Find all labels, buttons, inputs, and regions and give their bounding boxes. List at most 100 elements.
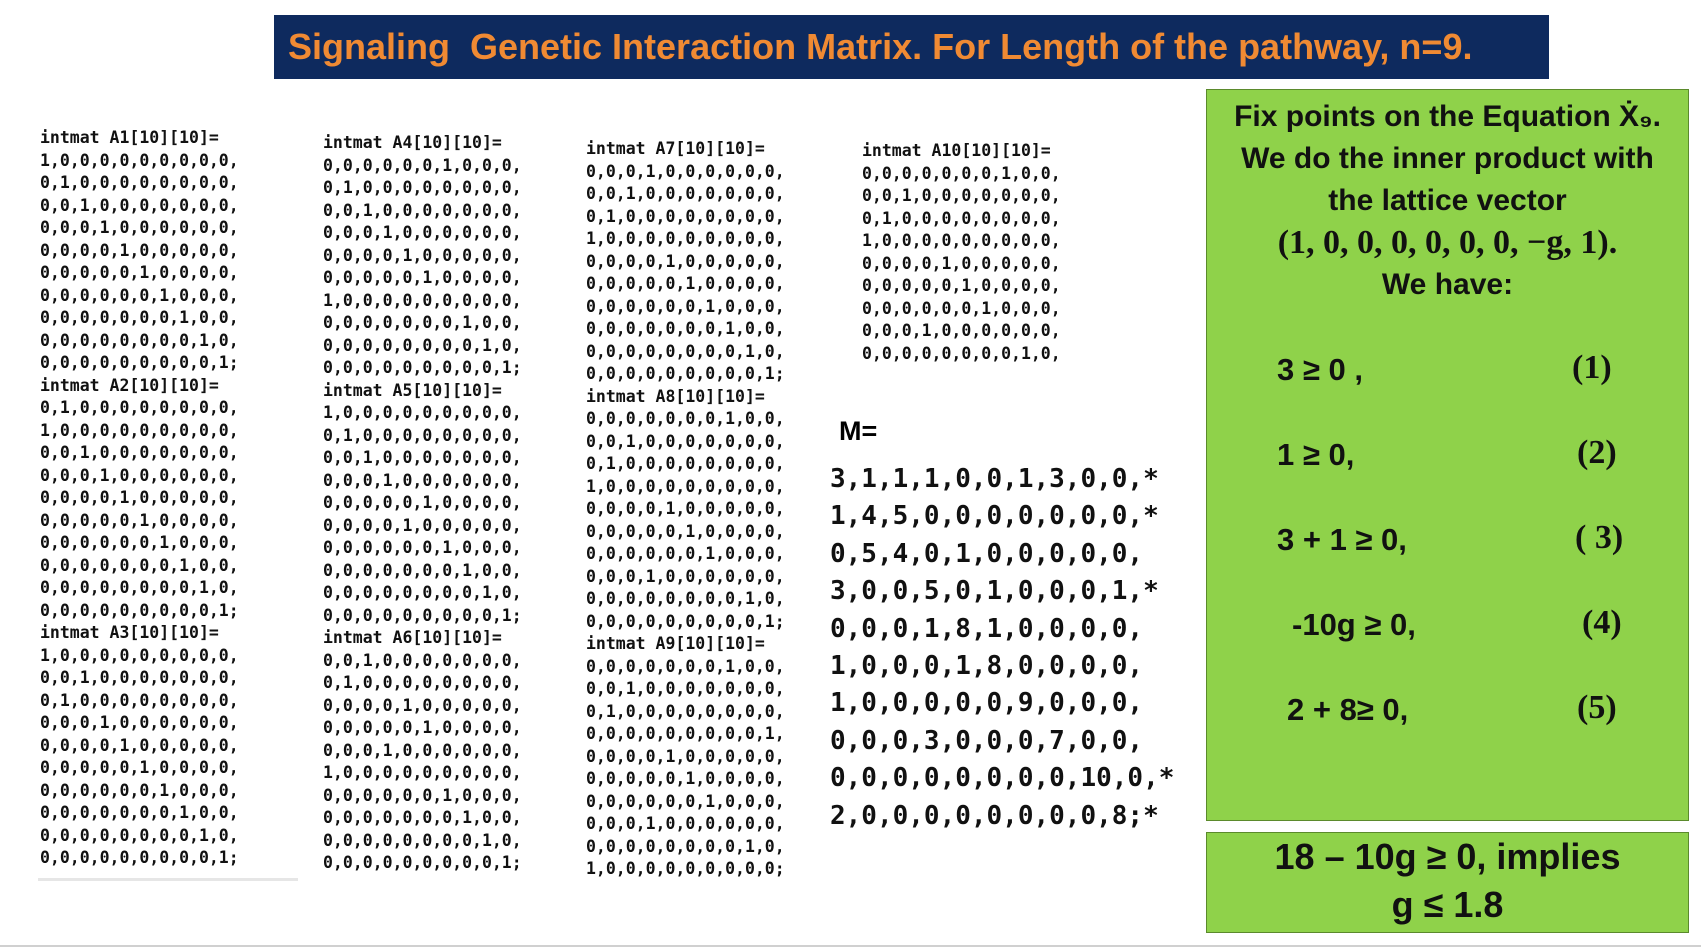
matrix-row: 0,0,0,0,0,0,0,1,0,0, <box>323 808 522 827</box>
matrix-row: 0,1,0,0,0,0,0,0,0,0, <box>323 425 522 445</box>
matrix-row: 0,0,0,0,0,0,1,0,0,0, <box>586 544 785 563</box>
matrix-column: intmat A4[10][10]= 0,0,0,0,0,0,1,0,0,0, 0,… <box>323 132 522 875</box>
m-row: 3,0,0,5,0,1,0,0,0,1,* <box>830 576 1159 607</box>
matrix-row: 0,0,0,0,0,0,0,1,0,0, <box>586 319 785 338</box>
matrix-row: 0,0,0,0,0,0,0,1,0,0, <box>323 560 522 580</box>
bottom-rule <box>0 945 1701 947</box>
matrix-header: intmat A7[10][10]= <box>586 139 765 158</box>
matrix-row: 0,0,0,0,0,0,0,0,1,0, <box>586 341 785 361</box>
matrix-row: 0,0,0,0,0,0,0,0,1,0, <box>862 343 1061 363</box>
matrix-row: 0,0,0,0,0,1,0,0,0,0, <box>323 718 522 737</box>
matrix-row: 0,0,0,1,0,0,0,0,0,0, <box>40 218 239 237</box>
matrix-row: 0,0,0,0,0,0,0,1,0,0, <box>40 308 239 327</box>
conclusion-line: g ≤ 1.8 <box>1391 884 1504 925</box>
matrix-row: 0,0,0,0,0,0,1,0,0,0, <box>323 538 522 557</box>
matrix-row: 0,0,1,0,0,0,0,0,0,0, <box>862 186 1061 205</box>
matrix-row: 0,0,0,0,0,0,0,1,0,0, <box>862 163 1061 183</box>
matrix-column: intmat A1[10][10]= 1,0,0,0,0,0,0,0,0,0, 0,… <box>40 127 239 870</box>
matrix-row: 0,0,0,0,0,0,0,1,0,0, <box>586 409 785 428</box>
matrix-row: 0,1,0,0,0,0,0,0,0,0, <box>40 398 239 417</box>
conclusion-box: 18 – 10g ≥ 0, implies g ≤ 1.8 <box>1206 832 1689 933</box>
matrix-row: 0,0,0,0,1,0,0,0,0,0, <box>323 695 522 715</box>
matrix-row: 0,0,0,0,1,0,0,0,0,0, <box>40 735 239 755</box>
matrix-row: 0,0,0,1,0,0,0,0,0,0, <box>862 321 1061 340</box>
matrix-row: 0,0,0,0,0,0,1,0,0,0, <box>40 780 239 800</box>
equation-number: (5) <box>1577 689 1617 726</box>
matrix-row: 0,0,0,0,0,0,0,0,0,1; <box>586 364 785 383</box>
matrix-row: 0,0,0,0,0,1,0,0,0,0, <box>40 510 239 530</box>
equation-number: (4) <box>1582 604 1622 641</box>
lattice-vector: (1, 0, 0, 0, 0, 0, 0, −g, 1). <box>1277 224 1618 261</box>
matrix-header: intmat A6[10][10]= <box>323 628 502 647</box>
m-row: 0,5,4,0,1,0,0,0,0,0, <box>830 538 1144 569</box>
matrix-row: 1,0,0,0,0,0,0,0,0,0, <box>323 290 522 310</box>
matrix-row: 0,0,0,0,0,0,0,0,0,1; <box>323 853 522 872</box>
matrix-row: 0,0,0,0,0,0,0,0,0,1; <box>40 600 239 620</box>
equation: 3 ≥ 0 , <box>1277 352 1363 387</box>
m-row: 1,4,5,0,0,0,0,0,0,0,* <box>830 501 1159 532</box>
matrix-row: 0,0,0,0,0,0,0,1,0,0, <box>586 656 785 676</box>
conclusion-line: 18 – 10g ≥ 0, implies <box>1274 836 1621 877</box>
matrix-row: 0,0,0,0,0,1,0,0,0,0, <box>586 521 785 541</box>
matrix-row: 0,0,0,1,0,0,0,0,0,0, <box>586 566 785 586</box>
matrix-header: intmat A2[10][10]= <box>40 375 219 395</box>
matrix-row: 0,0,1,0,0,0,0,0,0,0, <box>323 200 522 220</box>
matrix-row: 0,0,1,0,0,0,0,0,0,0, <box>40 668 239 687</box>
matrix-row: 0,0,0,0,0,0,1,0,0,0, <box>323 155 522 175</box>
matrix-row: 0,0,1,0,0,0,0,0,0,0, <box>586 431 785 451</box>
matrix-row: 0,0,1,0,0,0,0,0,0,0, <box>586 184 785 203</box>
matrix-header: intmat A3[10][10]= <box>40 623 219 642</box>
matrix-row: 0,0,0,1,0,0,0,0,0,0, <box>40 465 239 485</box>
matrix-row: 1,0,0,0,0,0,0,0,0,0, <box>40 420 239 440</box>
matrix-row: 0,0,0,1,0,0,0,0,0,0, <box>586 814 785 833</box>
matrix-row: 0,0,1,0,0,0,0,0,0,0, <box>586 679 785 698</box>
matrix-row: 0,0,0,0,1,0,0,0,0,0, <box>40 240 239 260</box>
matrix-row: 0,0,1,0,0,0,0,0,0,0, <box>40 443 239 462</box>
matrix-header: intmat A9[10][10]= <box>586 634 765 653</box>
equation-number: ( 3) <box>1575 519 1624 556</box>
matrix-row: 0,1,0,0,0,0,0,0,0,0, <box>586 701 785 721</box>
matrix-row: 0,0,0,0,1,0,0,0,0,0, <box>586 499 785 518</box>
equation: 2 + 8≥ 0, <box>1287 692 1409 727</box>
matrix-row: 0,0,0,0,0,0,1,0,0,0, <box>40 285 239 305</box>
matrix-row: 0,0,0,0,0,0,1,0,0,0, <box>862 298 1061 318</box>
matrix-row: 1,0,0,0,0,0,0,0,0,0, <box>40 150 239 170</box>
matrix-row: 0,0,0,0,0,0,1,0,0,0, <box>586 791 785 811</box>
matrix-row: 0,0,0,0,0,0,0,0,0,1; <box>40 353 239 372</box>
m-row: 0,0,0,3,0,0,0,7,0,0, <box>830 725 1144 756</box>
matrix-row: 0,0,0,0,0,0,0,0,1,0, <box>323 830 522 850</box>
matrix-row: 0,0,0,0,1,0,0,0,0,0, <box>586 251 785 271</box>
matrix-row: 0,0,0,0,0,1,0,0,0,0, <box>40 263 239 282</box>
matrix-row: 0,0,0,0,0,0,0,1,0,0, <box>40 803 239 822</box>
title: Signaling Genetic Interaction Matrix. Fo… <box>288 26 1473 67</box>
matrix-row: 0,0,0,0,1,0,0,0,0,0, <box>323 515 522 535</box>
matrix-row: 1,0,0,0,0,0,0,0,0,0, <box>586 229 785 248</box>
matrix-header: intmat A10[10][10]= <box>862 141 1051 160</box>
matrix-row: 0,0,0,1,0,0,0,0,0,0, <box>586 161 785 181</box>
matrix-row: 0,0,0,0,0,0,0,0,0,1, <box>586 724 785 743</box>
matrix-row: 0,0,0,0,0,0,0,0,1,0, <box>586 589 785 608</box>
matrix-row: 0,0,0,0,0,0,1,0,0,0, <box>586 296 785 316</box>
matrix-row: 0,1,0,0,0,0,0,0,0,0, <box>40 173 239 192</box>
heading-line: We do the inner product with <box>1241 142 1654 175</box>
matrix-column: intmat A10[10][10]= 0,0,0,0,0,0,0,1,0,0, 0… <box>862 140 1061 365</box>
matrix-row: 0,0,0,0,1,0,0,0,0,0, <box>40 488 239 507</box>
matrix-row: 0,0,0,1,0,0,0,0,0,0, <box>40 713 239 732</box>
matrix-row: 0,0,0,0,0,0,0,0,1,0, <box>40 578 239 597</box>
matrix-header: intmat A1[10][10]= <box>40 128 219 147</box>
equation: 3 + 1 ≥ 0, <box>1277 522 1407 557</box>
matrix-row: 1,0,0,0,0,0,0,0,0,0, <box>40 645 239 665</box>
matrix-row: 0,0,0,0,0,0,0,1,0,0, <box>323 313 522 332</box>
equation-number: (2) <box>1577 434 1617 471</box>
matrix-row: 0,0,1,0,0,0,0,0,0,0, <box>323 448 522 467</box>
matrix-row: 0,0,0,0,0,1,0,0,0,0, <box>323 268 522 287</box>
matrix-row: 0,1,0,0,0,0,0,0,0,0, <box>586 206 785 226</box>
m-row: 0,0,0,1,8,1,0,0,0,0, <box>830 613 1144 644</box>
matrix-row: 0,0,1,0,0,0,0,0,0,0, <box>323 650 522 670</box>
m-matrix: 3,1,1,1,0,0,1,3,0,0,* 1,4,5,0,0,0,0,0,0,0… <box>830 461 1174 835</box>
matrix-row: 0,0,0,0,0,0,0,0,1,0, <box>586 836 785 856</box>
fixpoints-heading: Fix points on the Equation Ẋ₉. We do the … <box>1207 96 1688 306</box>
matrix-row: 0,0,0,0,0,0,0,0,0,1; <box>323 358 522 377</box>
divider <box>38 878 298 881</box>
